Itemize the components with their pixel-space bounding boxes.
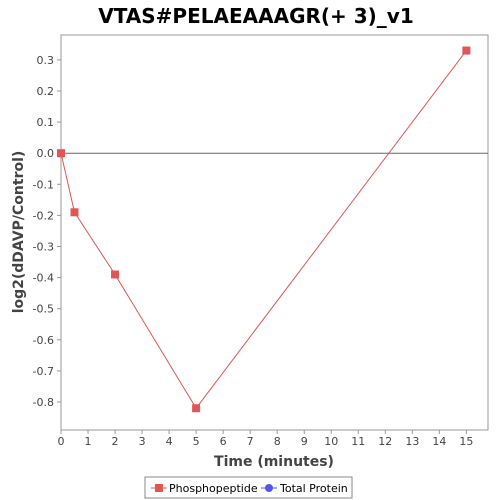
x-axis-label: Time (minutes) bbox=[214, 454, 334, 470]
y-tick-label: -0.6 bbox=[33, 334, 54, 347]
y-tick-label: -0.8 bbox=[33, 396, 54, 409]
y-tick-label: -0.2 bbox=[33, 209, 54, 222]
x-tick-label: 2 bbox=[112, 435, 119, 448]
x-tick-label: 9 bbox=[301, 435, 308, 448]
x-tick-label: 6 bbox=[220, 435, 227, 448]
x-tick-label: 15 bbox=[459, 435, 473, 448]
series-layer bbox=[57, 46, 471, 413]
legend-box bbox=[144, 476, 353, 499]
x-tick-label: 1 bbox=[85, 435, 92, 448]
y-tick-label: -0.3 bbox=[33, 240, 54, 253]
x-tick-label: 3 bbox=[139, 435, 146, 448]
y-tick-label: -0.7 bbox=[33, 365, 54, 378]
legend-phosphopeptide-label: Phosphopeptide bbox=[169, 482, 258, 495]
data-point bbox=[192, 404, 201, 413]
x-axis: 0 1 2 3 4 5 6 7 8 9 10 11 12 13 14 15 bbox=[58, 430, 473, 448]
y-axis-label: log2(dDAVP/Control) bbox=[11, 151, 27, 314]
chart-title: VTAS#PELAEAAAGR(+ 3)_v1 bbox=[98, 4, 414, 28]
data-point bbox=[57, 149, 65, 158]
x-tick-label: 0 bbox=[58, 435, 65, 448]
legend-total-protein-marker bbox=[265, 484, 273, 492]
y-tick-label: -0.4 bbox=[33, 272, 54, 285]
y-tick-label: -0.5 bbox=[33, 303, 54, 316]
plot-area bbox=[60, 34, 489, 431]
x-tick-label: 5 bbox=[193, 435, 200, 448]
x-tick-label: 10 bbox=[324, 435, 338, 448]
x-tick-label: 14 bbox=[432, 435, 446, 448]
x-tick-label: 13 bbox=[405, 435, 419, 448]
x-tick-label: 11 bbox=[351, 435, 365, 448]
x-tick-label: 7 bbox=[247, 435, 254, 448]
y-tick-label: 0.0 bbox=[37, 147, 55, 160]
legend-phosphopeptide-marker bbox=[155, 484, 163, 492]
x-tick-label: 4 bbox=[166, 435, 173, 448]
y-axis: 0.3 0.2 0.1 0.0 -0.1 -0.2 -0.3 -0.4 -0.5 -0.6 -0.7… bbox=[33, 54, 61, 409]
legend: Phosphopeptide Total Protein bbox=[144, 476, 353, 499]
legend-total-protein-label: Total Protein bbox=[279, 482, 348, 495]
y-tick-label: 0.2 bbox=[37, 85, 55, 98]
data-point bbox=[111, 270, 120, 279]
y-tick-label: 0.1 bbox=[37, 116, 55, 129]
x-tick-label: 12 bbox=[378, 435, 392, 448]
y-tick-label: 0.3 bbox=[37, 54, 55, 67]
data-point bbox=[462, 46, 471, 55]
data-point bbox=[70, 208, 79, 217]
y-tick-label: -0.1 bbox=[33, 178, 54, 191]
x-tick-label: 8 bbox=[274, 435, 281, 448]
